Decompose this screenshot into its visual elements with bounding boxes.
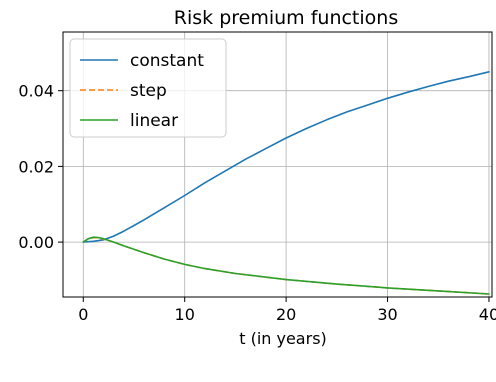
- x-tick-label: 40: [479, 305, 496, 324]
- x-axis: 0 10 20 30 40: [78, 297, 496, 324]
- legend: constant step linear: [69, 38, 227, 138]
- series-line-linear: [82, 236, 490, 295]
- y-tick-label: 0.04: [18, 82, 54, 101]
- series-line-constant: [82, 71, 490, 243]
- y-tick-label: 0.02: [18, 157, 54, 176]
- plot-frame: [62, 31, 493, 298]
- chart-title: Risk premium functions: [174, 7, 398, 29]
- x-tick-label: 10: [175, 305, 195, 324]
- x-tick-label: 20: [276, 305, 296, 324]
- x-axis-label: t (in years): [239, 329, 327, 348]
- legend-label-step: step: [130, 81, 167, 101]
- y-axis: 0.00 0.02 0.04: [18, 82, 63, 252]
- legend-label-linear: linear: [130, 111, 178, 131]
- legend-label-constant: constant: [130, 51, 204, 71]
- legend-box: [69, 38, 227, 138]
- x-tick-label: 30: [377, 305, 397, 324]
- x-tick-label: 0: [78, 305, 88, 324]
- y-tick-label: 0.00: [18, 233, 54, 252]
- series-layer: [82, 71, 490, 295]
